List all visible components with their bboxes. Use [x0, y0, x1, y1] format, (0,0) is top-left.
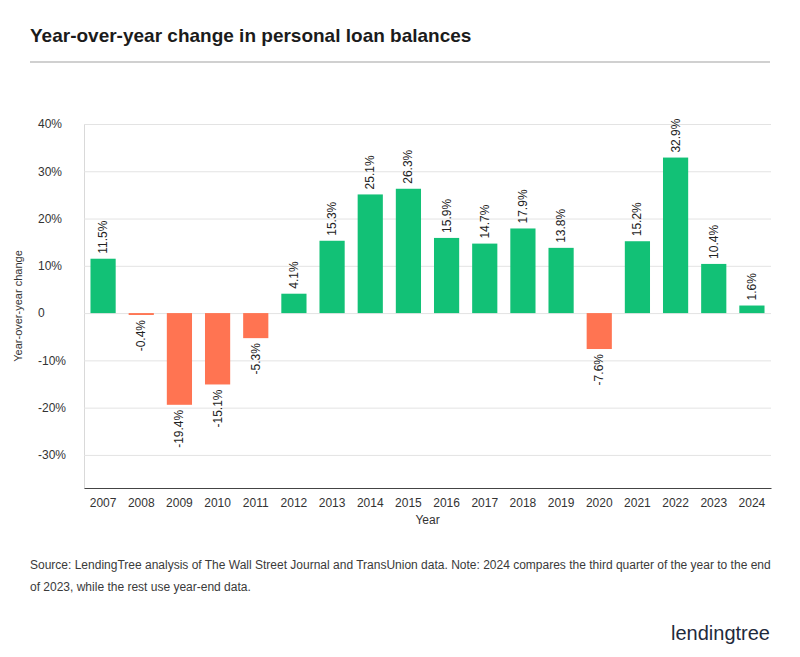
- data-label: 15.2%: [630, 202, 644, 236]
- y-tick-label: -20%: [38, 401, 66, 415]
- bar: [587, 313, 612, 349]
- x-tick-label: 2022: [662, 496, 689, 510]
- x-tick: 2019: [548, 496, 575, 510]
- data-label: 15.3%: [325, 201, 339, 235]
- data-label: -7.6%: [592, 354, 606, 386]
- bar: [434, 238, 459, 313]
- grid-line: [84, 455, 771, 456]
- x-tick-label: 2010: [204, 496, 231, 510]
- y-tick-label: 0: [38, 306, 45, 320]
- x-tick-label: 2013: [319, 496, 346, 510]
- x-tick: 2018: [510, 496, 537, 510]
- y-tick: 40%: [38, 117, 771, 131]
- x-tick-label: 2009: [166, 496, 193, 510]
- x-tick: 2023: [700, 496, 727, 510]
- x-tick: 2008: [128, 496, 155, 510]
- bar: [319, 241, 344, 313]
- y-tick-label: 40%: [38, 117, 62, 131]
- title-rule: [30, 61, 770, 63]
- data-label: -5.3%: [249, 343, 263, 375]
- data-label: 26.3%: [401, 149, 415, 183]
- grid-line: [84, 408, 771, 409]
- x-tick: 2022: [662, 496, 689, 510]
- bar: [739, 306, 764, 314]
- x-tick-label: 2017: [471, 496, 498, 510]
- y-tick-label: 20%: [38, 212, 62, 226]
- x-tick: 2021: [624, 496, 651, 510]
- x-tick-label: 2018: [510, 496, 537, 510]
- data-label: 14.7%: [478, 204, 492, 238]
- title: Year-over-year change in personal loan b…: [30, 25, 471, 46]
- y-axis: -30% -20% -10% 0 10% 20% 30% 40%: [38, 117, 771, 488]
- data-label: 32.9%: [669, 118, 683, 152]
- data-label: -0.4%: [134, 320, 148, 352]
- x-tick: 2016: [433, 496, 460, 510]
- bar: [358, 194, 383, 313]
- bar: [510, 228, 535, 313]
- y-tick-label: -30%: [38, 448, 66, 462]
- data-label: 17.9%: [516, 189, 530, 223]
- x-tick-label: 2012: [281, 496, 308, 510]
- y-axis-title: Year-over-year change: [12, 250, 24, 362]
- x-tick-label: 2019: [548, 496, 575, 510]
- x-tick-label: 2023: [700, 496, 727, 510]
- logo: lendingtree: [671, 622, 770, 644]
- bar: [205, 313, 230, 384]
- x-tick-label: 2014: [357, 496, 384, 510]
- x-tick: 2020: [586, 496, 613, 510]
- data-label: 4.1%: [287, 261, 301, 289]
- bar: [281, 294, 306, 313]
- bar: [167, 313, 192, 405]
- y-tick: -20%: [38, 401, 771, 415]
- source-note: Source: LendingTree analysis of The Wall…: [30, 554, 775, 598]
- bar: [701, 264, 726, 313]
- data-labels: 11.5% -0.4% -19.4% -15.1% -5.3% 4.1% 15.3% 25.1…: [96, 118, 759, 448]
- data-label: -15.1%: [211, 389, 225, 427]
- y-tick-label: 10%: [38, 259, 62, 273]
- x-axis-line: [85, 488, 772, 489]
- data-label: 11.5%: [96, 220, 110, 253]
- x-axis-title: Year: [415, 513, 439, 527]
- x-tick: 2014: [357, 496, 384, 510]
- x-tick-label: 2016: [433, 496, 460, 510]
- bar: [472, 244, 497, 313]
- bars: [90, 158, 764, 405]
- bar: [90, 259, 115, 313]
- x-tick-label: 2011: [243, 496, 269, 510]
- data-label: 13.8%: [554, 208, 568, 242]
- y-tick-label: -10%: [38, 354, 66, 368]
- y-tick-label: 30%: [38, 165, 62, 179]
- data-label: 1.6%: [745, 273, 759, 301]
- x-tick-label: 2007: [90, 496, 117, 510]
- x-tick-label: 2021: [624, 496, 651, 510]
- bar: [625, 241, 650, 313]
- data-label: -19.4%: [172, 409, 186, 447]
- bar: [663, 158, 688, 314]
- bar: [548, 248, 573, 313]
- x-axis: 2007 2008 2009 2010 2011 2012 2013 2014 2015 2016…: [85, 489, 772, 510]
- x-tick: 2011: [243, 496, 269, 510]
- bar: [129, 313, 154, 315]
- x-tick: 2009: [166, 496, 193, 510]
- y-tick: -10%: [38, 354, 771, 368]
- y-axis-line: [84, 125, 85, 489]
- x-tick: 2010: [204, 496, 231, 510]
- x-tick: 2024: [739, 496, 766, 510]
- x-tick-label: 2015: [395, 496, 422, 510]
- bar: [243, 313, 268, 338]
- x-tick-label: 2020: [586, 496, 613, 510]
- x-tick-label: 2008: [128, 496, 155, 510]
- x-tick: 2013: [319, 496, 346, 510]
- x-tick: 2007: [90, 496, 117, 510]
- y-tick: -30%: [38, 448, 771, 462]
- data-label: 15.9%: [440, 199, 454, 233]
- data-label: 10.4%: [707, 225, 721, 259]
- x-tick: 2017: [471, 496, 498, 510]
- x-tick: 2015: [395, 496, 422, 510]
- x-tick-label: 2024: [739, 496, 766, 510]
- data-label: 25.1%: [363, 155, 377, 189]
- bar: [396, 189, 421, 313]
- x-tick: 2012: [281, 496, 308, 510]
- page: Year-over-year change in personal loan b…: [0, 0, 800, 657]
